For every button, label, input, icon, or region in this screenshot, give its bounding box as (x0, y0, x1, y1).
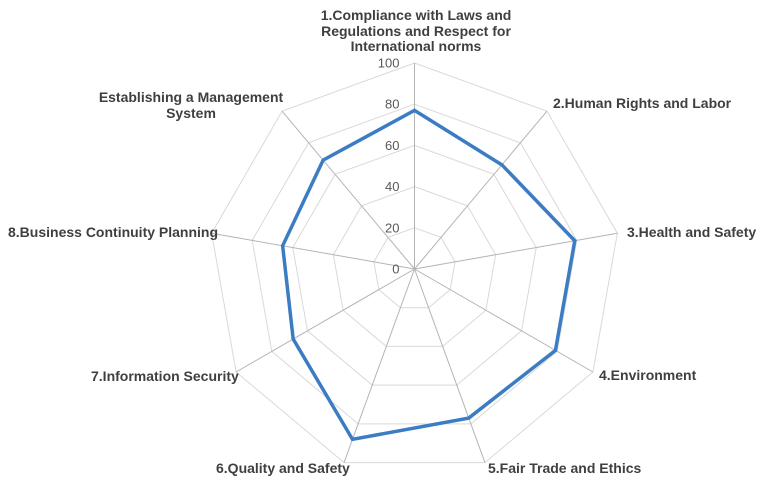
data-polygon-score (280, 108, 577, 442)
axis-label-health-safety: 3.Health and Safety (627, 224, 757, 240)
axis-label-compliance: 1.Compliance with Laws and Regulations a… (320, 7, 512, 54)
tick-label-60: 60 (385, 138, 399, 153)
grid-ring-40 (332, 186, 497, 347)
grid-ring-80 (251, 103, 578, 425)
axis-label-human-rights: 2.Human Rights and Labor (553, 95, 732, 111)
tick-label-20: 20 (385, 220, 399, 235)
axis-spoke-9 (281, 110, 415, 270)
axis-spoke-6 (343, 268, 415, 463)
axis-spoke-3 (414, 232, 618, 270)
axis-spoke-4 (414, 268, 594, 373)
tick-label-40: 40 (385, 179, 399, 194)
grid-ring-100 (211, 62, 618, 464)
axis-label-quality-safety: 6.Quality and Safety (216, 460, 350, 476)
axis-label-management-system: Establishing a Management System (98, 89, 284, 121)
axis-spoke-5 (414, 268, 486, 463)
axis-spoke-8 (211, 232, 415, 270)
grid-ring-60 (292, 144, 537, 386)
axis-label-business-continuity: 8.Business Continuity Planning (8, 224, 219, 240)
tick-label-0: 0 (392, 262, 399, 277)
tick-label-100: 100 (378, 56, 400, 71)
grid-ring-20 (373, 227, 456, 309)
tick-label-80: 80 (385, 97, 399, 112)
axis-label-information-security: 7.Information Security (91, 368, 239, 384)
axis-label-fair-trade: 5.Fair Trade and Ethics (488, 460, 642, 476)
axis-label-environment: 4.Environment (599, 367, 697, 383)
axis-spoke-7 (235, 268, 415, 373)
axis-spoke-2 (414, 110, 548, 270)
